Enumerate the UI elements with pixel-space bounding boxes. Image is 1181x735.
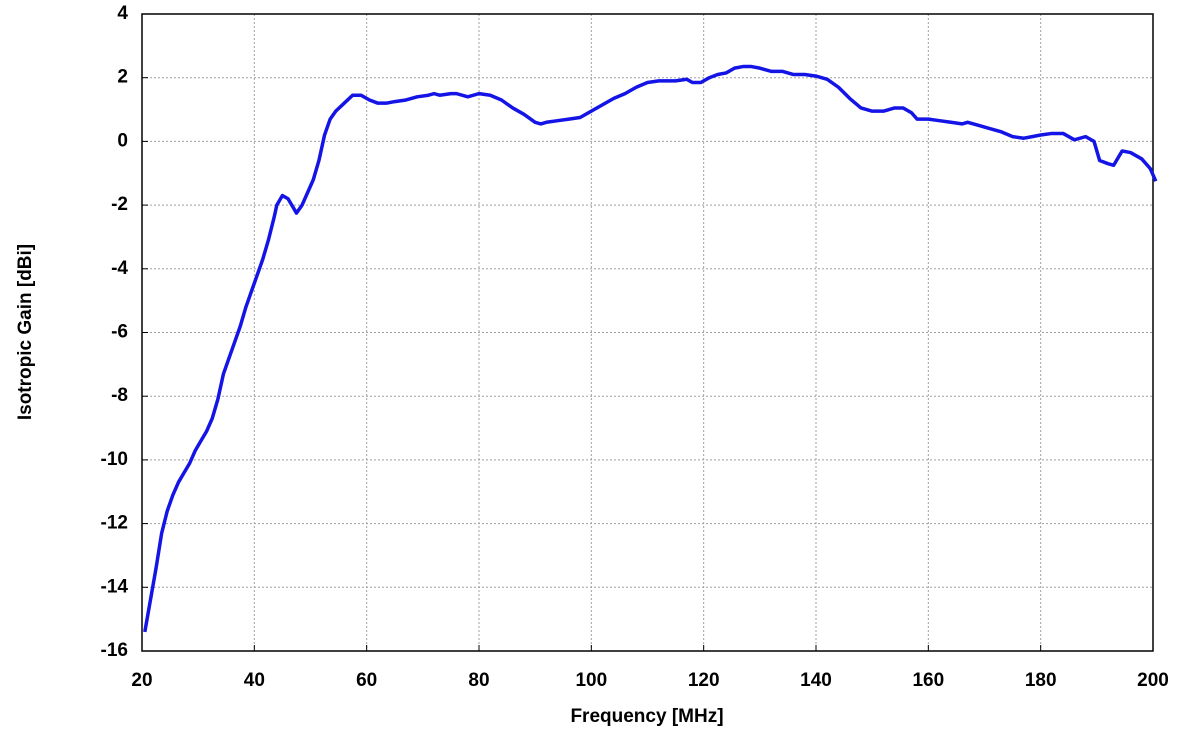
x-tick-label: 20 [131,670,152,691]
y-axis-label: Isotropic Gain [dBi] [15,244,36,420]
x-tick-label: 140 [800,670,832,691]
x-tick-label: 120 [688,670,720,691]
x-tick-label: 180 [1025,670,1057,691]
x-tick-label: 40 [244,670,265,691]
y-tick-label: -14 [101,576,129,597]
x-axis-label: Frequency [MHz] [570,706,723,727]
y-tick-label: 4 [117,3,128,24]
y-tick-label: -16 [101,640,128,661]
plot-frame [141,13,1154,652]
y-tick-label: -12 [101,513,128,534]
y-tick-label: 0 [117,130,128,151]
x-tick-label: 160 [912,670,944,691]
y-tick-label: 2 [117,67,128,88]
gain-line [143,64,1158,633]
x-tick-label: 100 [575,670,607,691]
x-tick-label: 60 [356,670,377,691]
x-tick-label: 80 [468,670,489,691]
y-tick-label: -10 [101,449,128,470]
x-tick-label: 200 [1137,670,1169,691]
y-tick-label: -2 [111,194,128,215]
y-tick-label: -8 [111,385,128,406]
y-tick-label: -4 [111,258,128,279]
y-tick-label: -6 [111,322,128,343]
